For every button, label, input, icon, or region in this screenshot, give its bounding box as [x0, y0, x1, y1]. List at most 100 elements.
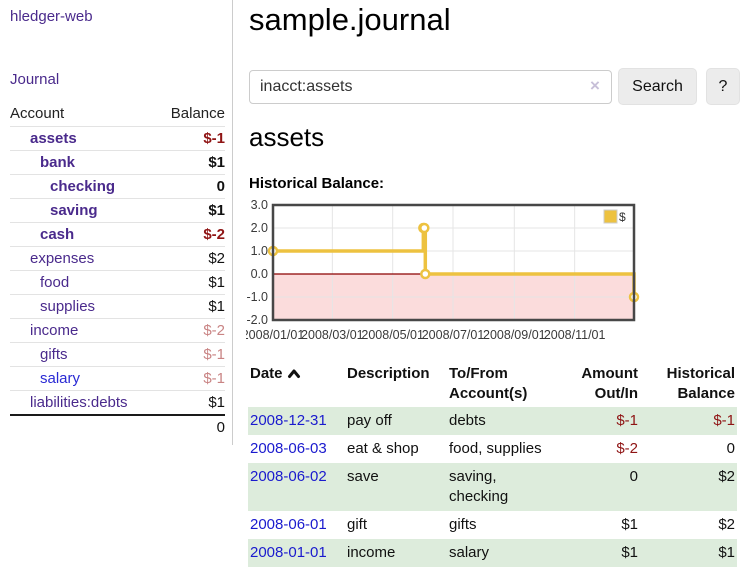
x-tick-label: 2008/07/01 — [422, 328, 485, 342]
plot-border — [271, 203, 636, 322]
x-tick-label: 2008/11/01 — [544, 328, 606, 342]
account-row: checking 0 — [10, 174, 225, 199]
account-balance: 0 — [157, 174, 225, 199]
account-balance: $-1 — [157, 342, 225, 367]
account-link[interactable]: cash — [40, 226, 75, 243]
transaction-row: 2008-06-02 save saving, checking 0 $2 — [248, 463, 737, 511]
account-row: expenses $2 — [10, 246, 225, 271]
transaction-balance: $1 — [718, 544, 735, 561]
account-link[interactable]: gifts — [40, 346, 68, 363]
sidebar-item-journal[interactable]: Journal — [10, 71, 60, 88]
transaction-balance: $2 — [718, 468, 735, 485]
help-button[interactable]: ? — [706, 68, 740, 105]
transaction-accounts: debts — [449, 412, 486, 429]
account-link[interactable]: bank — [40, 154, 76, 171]
balance-column-header: Balance — [170, 105, 225, 122]
transaction-description: income — [347, 544, 396, 561]
account-balance: $-1 — [157, 366, 225, 391]
transaction-balance: $2 — [718, 516, 735, 533]
accounts-total-value: 0 — [157, 414, 225, 439]
y-tick-label: 1.0 — [251, 244, 268, 258]
account-link[interactable]: saving — [50, 202, 98, 219]
transaction-amount: $-1 — [616, 412, 638, 429]
transaction-balance: 0 — [726, 440, 735, 457]
account-row: income $-2 — [10, 318, 225, 343]
y-tick-label: 0.0 — [251, 267, 268, 281]
account-balance: $1 — [157, 390, 225, 415]
transactions-table: Date Description To/From Account(s) Amou… — [248, 361, 737, 567]
search-form: × Search ? — [249, 68, 742, 105]
account-balance: $-2 — [157, 222, 225, 247]
transaction-description: pay off — [347, 412, 392, 429]
transaction-date-link[interactable]: 2008-06-03 — [250, 440, 327, 457]
transaction-balance: $-1 — [713, 412, 735, 429]
amount-column-header: Amount Out/In — [581, 365, 638, 402]
transaction-date-link[interactable]: 2008-06-01 — [250, 516, 327, 533]
account-heading: assets — [249, 122, 325, 152]
transaction-row: 2008-12-31 pay off debts $-1 $-1 — [248, 407, 737, 435]
account-balance: $1 — [157, 270, 225, 295]
date-column-header[interactable]: Date — [248, 361, 345, 407]
transaction-accounts: salary — [449, 544, 490, 561]
account-row: bank $1 — [10, 150, 225, 175]
transaction-date-link[interactable]: 2008-06-02 — [250, 468, 327, 485]
x-tick-label: 2008/05/01 — [361, 328, 424, 342]
chart-title: Historical Balance: — [249, 175, 385, 192]
transaction-description: save — [347, 468, 379, 485]
account-balance: $-1 — [157, 126, 225, 151]
account-row: salary $-1 — [10, 366, 225, 391]
transaction-row: 2008-06-03 eat & shop food, supplies $-2… — [248, 435, 737, 463]
legend-label: $ — [619, 210, 626, 224]
transaction-date-link[interactable]: 2008-01-01 — [250, 544, 327, 561]
search-button[interactable]: Search — [618, 68, 697, 105]
y-tick-label: 2.0 — [251, 221, 268, 235]
accounts-total-row: 0 — [10, 414, 225, 439]
account-row: saving $1 — [10, 198, 225, 223]
account-link[interactable]: salary — [40, 370, 81, 387]
data-point-marker — [420, 268, 431, 280]
account-row: liabilities:debts $1 — [10, 390, 225, 415]
transaction-row: 2008-06-01 gift gifts $1 $2 — [248, 511, 737, 539]
transaction-description: gift — [347, 516, 368, 533]
transactions-table-header: Date Description To/From Account(s) Amou… — [248, 361, 737, 407]
transaction-amount: $1 — [621, 544, 638, 561]
x-tick-label: 2008/09/01 — [483, 328, 546, 342]
x-tick-label: 2008/03/01 — [301, 328, 364, 342]
transaction-amount: $-2 — [616, 440, 638, 457]
account-link[interactable]: liabilities:debts — [30, 394, 128, 411]
description-column-header: Description — [347, 365, 430, 382]
transaction-accounts: saving, checking — [449, 468, 509, 505]
historical-balance-chart: $3.0 2.0 1.0 0.0 -1.0 -2.0 2008/01/01 2008/03/0… — [242, 198, 646, 350]
y-tick-label: -1.0 — [246, 290, 268, 304]
transaction-amount: 0 — [629, 468, 638, 485]
account-row: supplies $1 — [10, 294, 225, 319]
accounts-table-header: Account Balance — [10, 101, 225, 127]
transaction-accounts: food, supplies — [449, 440, 542, 457]
y-tick-label: 3.0 — [251, 200, 268, 212]
transaction-accounts: gifts — [449, 516, 477, 533]
account-balance: $1 — [157, 294, 225, 319]
account-row: gifts $-1 — [10, 342, 225, 367]
y-tick-label: -2.0 — [246, 313, 268, 327]
accounts-table: Account Balance assets $-1 ban — [10, 101, 225, 439]
account-balance: $1 — [157, 198, 225, 223]
account-link[interactable]: checking — [50, 178, 116, 195]
accounts-column-header: To/From Account(s) — [449, 365, 528, 402]
clear-search-icon[interactable]: × — [590, 76, 600, 95]
account-link[interactable]: food — [40, 274, 70, 291]
transaction-date-link[interactable]: 2008-12-31 — [250, 412, 327, 429]
account-row: food $1 — [10, 270, 225, 295]
search-input[interactable] — [249, 70, 612, 104]
account-link[interactable]: expenses — [30, 250, 95, 267]
app-title-link[interactable]: hledger-web — [10, 8, 93, 25]
account-row: cash $-2 — [10, 222, 225, 247]
transaction-row: 2008-01-01 income salary $1 $1 — [248, 539, 737, 567]
account-link[interactable]: assets — [30, 130, 77, 147]
account-row: assets $-1 — [10, 126, 225, 151]
legend-swatch — [603, 209, 618, 224]
sort-ascending-icon — [287, 365, 301, 385]
account-balance: $2 — [157, 246, 225, 271]
account-link[interactable]: income — [30, 322, 79, 339]
account-link[interactable]: supplies — [40, 298, 96, 315]
